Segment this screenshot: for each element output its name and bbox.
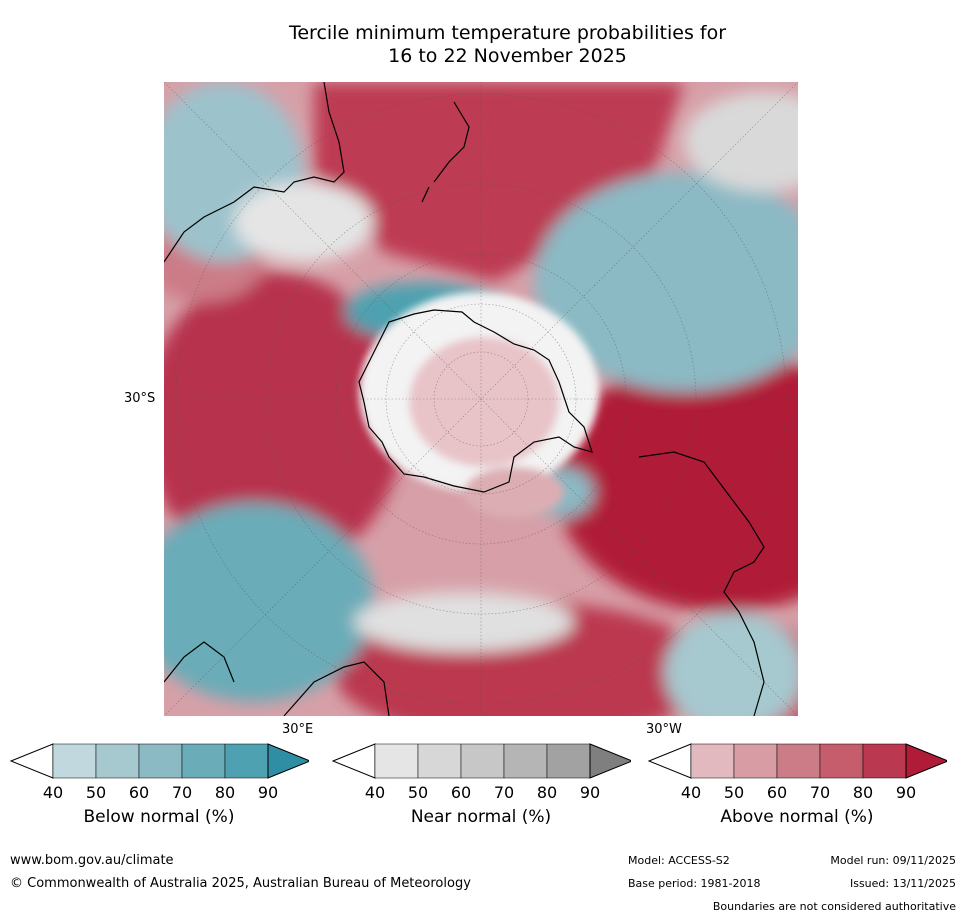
colorbar-above-normal: 40 50 60 70 80 90 Above normal (%) <box>647 743 947 827</box>
colorbar-segment <box>138 743 183 779</box>
antarctica-coastline <box>358 309 593 493</box>
probability-shading <box>164 82 798 716</box>
model-text: Model: ACCESS-S2 <box>628 854 730 867</box>
copyright-text: © Commonwealth of Australia 2025, Austra… <box>10 876 471 891</box>
colorbar-segment <box>95 743 140 779</box>
colorbar-segment <box>776 743 821 779</box>
colorbar-segment <box>374 743 419 779</box>
colorbar-above-normal-scale <box>647 743 947 779</box>
colorbar-segment <box>819 743 864 779</box>
colorbar-tick: 80 <box>852 783 874 802</box>
colorbar-label: Near normal (%) <box>410 807 552 827</box>
colorbar-extend-high <box>267 743 309 779</box>
colorbar-tick: 90 <box>257 783 279 802</box>
graticule <box>164 82 798 716</box>
colorbar-segment <box>224 743 269 779</box>
colorbar-segment <box>503 743 548 779</box>
disclaimer-text: Boundaries are not considered authoritat… <box>712 900 956 913</box>
lon-label-30e: 30°E <box>282 722 314 737</box>
colorbar-extend-high <box>905 743 947 779</box>
colorbar-extend-low <box>647 743 692 779</box>
title-line-1: Tercile minimum temperature probabilitie… <box>288 22 727 44</box>
title-line-2: 16 to 22 November 2025 <box>388 45 627 67</box>
website-link[interactable]: www.bom.gov.au/climate <box>10 853 174 868</box>
lon-label-30w: 30°W <box>646 722 682 737</box>
colorbar-tick: 50 <box>85 783 107 802</box>
polar-probability-map <box>164 82 798 716</box>
colorbar-below-normal-scale <box>9 743 309 779</box>
new-zealand-coastline <box>421 101 470 203</box>
colorbar-segment <box>546 743 591 779</box>
south-america-coastline <box>638 451 765 716</box>
colorbar-tick: 60 <box>766 783 788 802</box>
colorbar-tick: 90 <box>579 783 601 802</box>
colorbar-tick: 90 <box>895 783 917 802</box>
colorbar-tick: 80 <box>536 783 558 802</box>
colorbar-extend-low <box>9 743 54 779</box>
colorbar-extend-high <box>589 743 631 779</box>
colorbar-tick: 70 <box>493 783 515 802</box>
colorbar-tick: 60 <box>450 783 472 802</box>
coastlines <box>164 82 765 716</box>
colorbar-segment <box>690 743 735 779</box>
colorbar-tick: 50 <box>407 783 429 802</box>
colorbar-tick: 80 <box>214 783 236 802</box>
model-run-text: Model run: 09/11/2025 <box>830 854 956 867</box>
colorbar-below-normal: 40 50 60 70 80 90 Below normal (%) <box>9 743 309 827</box>
colorbar-extend-low <box>331 743 376 779</box>
base-period-text: Base period: 1981-2018 <box>628 877 761 890</box>
colorbar-segment <box>417 743 462 779</box>
lat-label-30s: 30°S <box>124 391 156 406</box>
africa-coastline <box>164 641 390 716</box>
chart-title: Tercile minimum temperature probabilitie… <box>0 22 965 68</box>
colorbar-tick: 40 <box>42 783 64 802</box>
colorbar-near-normal: 40 50 60 70 80 90 Near normal (%) <box>331 743 631 827</box>
colorbar-segment <box>52 743 97 779</box>
colorbar-near-normal-scale <box>331 743 631 779</box>
colorbar-tick: 70 <box>809 783 831 802</box>
issued-text: Issued: 13/11/2025 <box>849 877 956 890</box>
colorbar-tick: 40 <box>364 783 386 802</box>
australia-coastline <box>164 82 345 263</box>
colorbar-segment <box>733 743 778 779</box>
colorbar-segment <box>862 743 907 779</box>
colorbar-segment <box>181 743 226 779</box>
colorbar-segment <box>460 743 505 779</box>
colorbar-tick: 50 <box>723 783 745 802</box>
colorbar-label: Above normal (%) <box>720 807 874 827</box>
colorbar-label: Below normal (%) <box>83 807 235 827</box>
colorbar-tick: 60 <box>128 783 150 802</box>
colorbar-tick: 40 <box>680 783 702 802</box>
colorbar-tick: 70 <box>171 783 193 802</box>
